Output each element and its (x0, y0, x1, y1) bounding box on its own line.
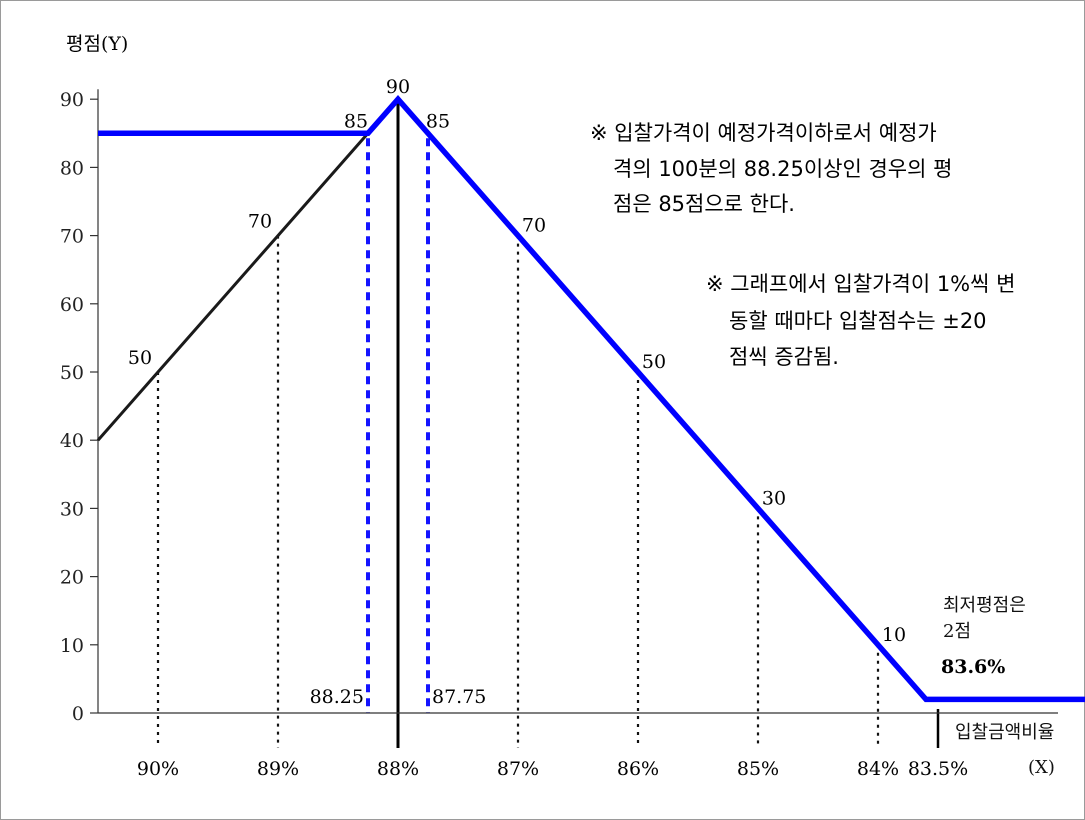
x-axis-label: 입찰금액비율 (955, 722, 1054, 743)
y-tick-label: 90 (60, 89, 84, 111)
y-tick-label: 10 (60, 635, 84, 657)
labels-layer: 50 70 85 90 85 70 50 30 10 90% 89% 88% 87% 86% 85% 84% 8… (128, 76, 968, 780)
note-1-line-2: 격의 100분의 88.25이상인 경우의 평 (613, 157, 952, 181)
x-tick-label: 83.5% (908, 758, 968, 780)
min-score-annotation-2: 2점 (943, 621, 971, 642)
note-1-line-3: 점은 85점으로 한다. (613, 192, 795, 216)
point-label: 85 (344, 110, 368, 132)
y-tick-label: 40 (60, 430, 84, 452)
note-2-line-3: 점씩 증감됨. (729, 345, 839, 369)
x-axis-unit: (X) (1028, 757, 1055, 778)
note-2-line-2: 동할 때마다 입찰점수는 ±20 (729, 309, 987, 333)
point-label: 90 (386, 76, 410, 98)
min-ratio-annotation: 83.6% (941, 656, 1005, 678)
y-tick-label: 20 (60, 567, 84, 589)
x-tick-label: 87% (497, 758, 539, 780)
point-label: 30 (762, 487, 786, 509)
point-label: 85 (426, 110, 450, 132)
y-tick-label: 30 (60, 498, 84, 520)
y-tick-label: 0 (72, 703, 84, 725)
note-2-line-1: ※ 그래프에서 입찰가격이 1%씩 변 (706, 272, 1015, 296)
guide-value-label: 87.75 (432, 686, 486, 708)
x-tick-label: 84% (857, 758, 899, 780)
y-tick-label: 70 (60, 226, 84, 248)
series-line-blue (98, 95, 1085, 703)
y-tick-label: 80 (60, 157, 84, 179)
grid-layer (156, 99, 940, 748)
point-label: 50 (642, 351, 666, 373)
x-tick-label: 88% (377, 758, 419, 780)
y-tick-label: 60 (60, 294, 84, 316)
point-label: 50 (128, 347, 152, 369)
point-label: 70 (248, 211, 272, 233)
note-1-line-1: ※ 입찰가격이 예정가격이하로서 예정가 (590, 121, 937, 145)
x-tick-label: 89% (257, 758, 299, 780)
axes-layer: 0 10 20 30 40 50 60 70 80 90 (60, 89, 1058, 725)
y-tick-label: 50 (60, 362, 84, 384)
x-tick-label: 90% (137, 758, 179, 780)
series-layer (96, 95, 1085, 703)
y-axis-label: 평점(Y) (66, 33, 128, 55)
series-line-black (96, 98, 400, 442)
guide-value-label: 88.25 (310, 686, 364, 708)
point-label: 10 (882, 624, 906, 646)
min-score-annotation: 최저평점은 (943, 595, 1026, 616)
point-label: 70 (522, 215, 546, 237)
x-tick-label: 85% (737, 758, 779, 780)
x-tick-label: 86% (617, 758, 659, 780)
